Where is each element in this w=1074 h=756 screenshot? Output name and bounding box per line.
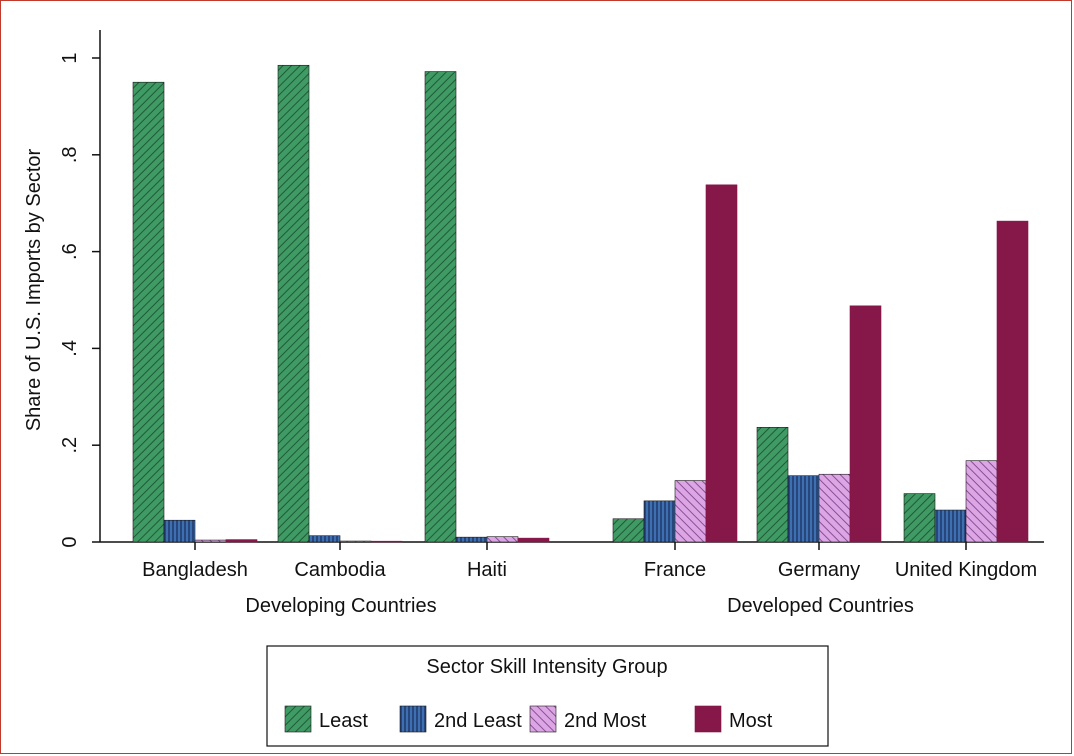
- category-label: Bangladesh: [142, 559, 248, 581]
- group-labels: Developing Countries Developed Countries: [245, 595, 914, 617]
- y-tick-label: 0: [59, 536, 81, 547]
- category-label: France: [644, 559, 706, 581]
- group-label: Developing Countries: [245, 595, 436, 617]
- y-tick-labels: 0 .2 .4 .6 .8 1: [59, 52, 100, 548]
- y-tick-label: .6: [59, 243, 81, 260]
- category-labels: Bangladesh Cambodia Haiti France Germany Unit…: [142, 559, 1037, 581]
- y-tick-label: 1: [59, 52, 81, 63]
- y-tick-label: .8: [59, 146, 81, 163]
- bar-most-haiti: [517, 537, 550, 543]
- bar-2nd-most-france: [674, 480, 707, 543]
- bar-least-united-kingdom: [903, 493, 936, 543]
- bar-2nd-most-haiti: [486, 536, 519, 543]
- y-tick-label: .4: [59, 340, 81, 357]
- category-label: United Kingdom: [895, 559, 1037, 581]
- legend: Sector Skill Intensity Group Least 2nd Le…: [266, 645, 829, 747]
- bar-most-france: [705, 184, 738, 543]
- legend-swatch-least: [284, 705, 312, 733]
- legend-label: Least: [319, 710, 368, 732]
- y-tick-label: .2: [59, 437, 81, 454]
- legend-label: Most: [729, 710, 773, 732]
- legend-label: 2nd Most: [564, 710, 647, 732]
- bar-most-united-kingdom: [996, 220, 1029, 543]
- category-label: Germany: [778, 559, 860, 581]
- legend-swatch-2nd-most: [529, 705, 557, 733]
- bar-2nd-least-france: [643, 500, 676, 543]
- group-label: Developed Countries: [727, 595, 914, 617]
- bar-2nd-least-united-kingdom: [934, 509, 967, 543]
- bar-2nd-most-united-kingdom: [965, 460, 998, 543]
- bar-2nd-most-bangladesh: [194, 539, 227, 543]
- bar-least-germany: [756, 426, 789, 543]
- bar-2nd-most-cambodia: [339, 540, 372, 543]
- bar-2nd-least-bangladesh: [163, 519, 196, 543]
- legend-title: Sector Skill Intensity Group: [426, 656, 667, 678]
- category-label: Cambodia: [294, 559, 386, 581]
- bar-2nd-least-haiti: [455, 536, 488, 543]
- legend-label: 2nd Least: [434, 710, 522, 732]
- bars: [132, 64, 1029, 550]
- bar-least-bangladesh: [132, 81, 165, 543]
- bar-least-france: [612, 518, 645, 543]
- legend-items: Least 2nd Least 2nd Most Most: [284, 705, 773, 733]
- bar-2nd-least-cambodia: [308, 535, 341, 543]
- legend-swatch-2nd-least: [399, 705, 427, 733]
- bar-least-cambodia: [277, 64, 310, 543]
- category-label: Haiti: [467, 559, 507, 581]
- bar-most-cambodia: [370, 540, 403, 543]
- y-axis-label: Share of U.S. Imports by Sector: [23, 148, 45, 431]
- bar-2nd-most-germany: [818, 473, 851, 543]
- bar-most-bangladesh: [225, 539, 258, 543]
- bar-least-haiti: [424, 71, 457, 543]
- bar-2nd-least-germany: [787, 475, 820, 543]
- legend-swatch-most: [694, 705, 722, 733]
- bar-most-germany: [849, 305, 882, 543]
